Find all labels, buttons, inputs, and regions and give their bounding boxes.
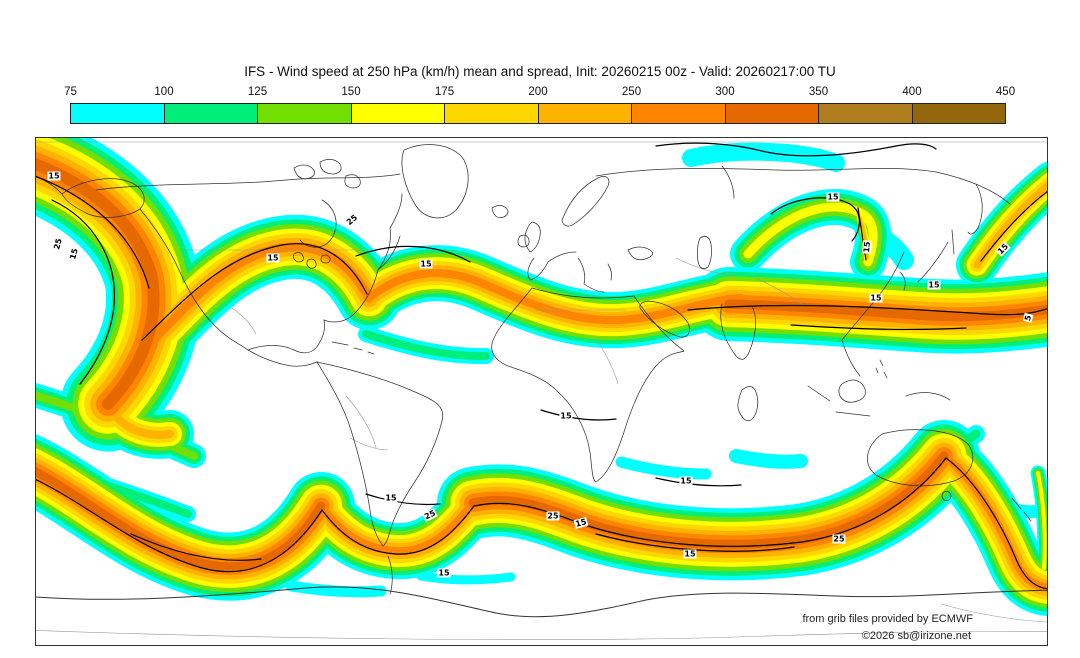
jet-band-layer bbox=[858, 216, 869, 260]
contour-label: 15 bbox=[559, 411, 573, 421]
contour-label: 15 bbox=[266, 253, 280, 263]
jet-band-layer bbox=[468, 451, 949, 549]
jet-band-layer bbox=[365, 269, 745, 325]
contour-label: 15 bbox=[573, 516, 589, 530]
colorbar-segment bbox=[351, 104, 445, 123]
secondary-lines bbox=[36, 141, 1047, 640]
colorbar-tick-label: 350 bbox=[808, 86, 829, 98]
contour-label: 15 bbox=[826, 192, 840, 202]
jet-band-layer bbox=[729, 449, 808, 469]
contour-label: 25 bbox=[344, 212, 360, 228]
colorbar-tick-label: 150 bbox=[341, 86, 361, 98]
contour-label: 15 bbox=[927, 280, 941, 290]
map-area: 15 25 15 15 25 15 15 15 15 15 15 5 15 15 25 25 15 15 25 15 1… bbox=[35, 137, 1048, 646]
jet-band-layer bbox=[36, 158, 160, 410]
colorbar-segment bbox=[912, 104, 1005, 123]
contour-label: 15 bbox=[384, 493, 398, 503]
colorbar-segment bbox=[538, 104, 632, 123]
coastlines bbox=[36, 142, 1047, 618]
credit-ecmwf: from grib files provided by ECMWF bbox=[802, 613, 973, 625]
colorbar-segment bbox=[71, 104, 165, 123]
jet-band-layer bbox=[615, 456, 712, 480]
contour-label: 15 bbox=[437, 568, 451, 578]
contour-label: 15 bbox=[683, 549, 697, 559]
colorbar-segment bbox=[632, 104, 726, 123]
contour-label: 25 bbox=[546, 511, 560, 521]
colorbar-tick-label: 75 bbox=[64, 86, 77, 98]
credit-copyright: ©2026 sb@irizone.net bbox=[861, 630, 971, 642]
jet-band-layer bbox=[137, 242, 374, 355]
colorbar-tick-label: 300 bbox=[715, 86, 735, 98]
colorbar-segment bbox=[819, 104, 913, 123]
jet-band-fills bbox=[36, 138, 1047, 616]
contour-label: 15 bbox=[861, 240, 873, 254]
page-title: IFS - Wind speed at 250 hPa (km/h) mean … bbox=[244, 64, 836, 79]
contour-label: 15 bbox=[419, 259, 433, 269]
jet-band-layer bbox=[973, 181, 1047, 269]
contour-label: 15 bbox=[679, 476, 693, 486]
colorbar-segment bbox=[164, 104, 258, 123]
colorbar-segment bbox=[445, 104, 539, 123]
colorbar-tick-label: 100 bbox=[154, 86, 174, 98]
contour-label: 5 bbox=[1022, 313, 1034, 323]
colorbar-tick-label: 450 bbox=[995, 86, 1016, 98]
contour-label: 15 bbox=[67, 246, 81, 262]
contour-label: 15 bbox=[47, 171, 61, 181]
colorbar-tick-label: 400 bbox=[902, 86, 922, 98]
jet-band-layer bbox=[416, 571, 516, 585]
colorbar-tick-label: 175 bbox=[434, 86, 455, 98]
jet-band-layer bbox=[36, 467, 326, 571]
jet-band-layer bbox=[362, 330, 490, 361]
colorbar-tick-label: 250 bbox=[621, 86, 642, 98]
contour-label: 15 bbox=[869, 293, 883, 303]
colorbar-segments bbox=[70, 103, 1006, 124]
colorbar-segment bbox=[258, 104, 352, 123]
jet-band-layer bbox=[285, 580, 387, 598]
jet-band-layer bbox=[724, 299, 1047, 322]
contour-label: 25 bbox=[422, 508, 438, 522]
contour-label: 25 bbox=[832, 534, 846, 544]
colorbar-tick-label: 125 bbox=[247, 86, 268, 98]
jet-band-layer bbox=[743, 202, 878, 267]
contour-label: 25 bbox=[51, 236, 65, 252]
colorbar-segment bbox=[725, 104, 819, 123]
colorbar-tick-label: 200 bbox=[528, 86, 548, 98]
jet-band-layer bbox=[317, 499, 477, 556]
jet-band-layer bbox=[1036, 471, 1047, 570]
contour-label: 15 bbox=[995, 241, 1011, 257]
world-map-svg bbox=[36, 138, 1047, 640]
contour-label-layer: 15 25 15 15 25 15 15 15 15 15 15 5 15 15 25 25 15 15 25 15 1… bbox=[36, 138, 1047, 645]
